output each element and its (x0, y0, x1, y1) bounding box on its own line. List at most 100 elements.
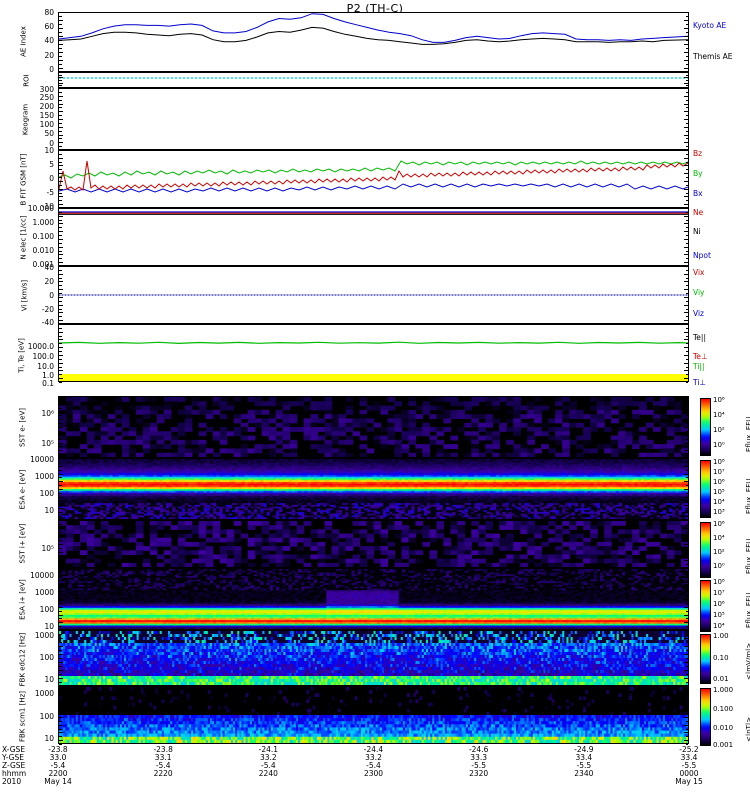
axis-minor-tick (59, 180, 63, 182)
axis-minor-tick (685, 461, 688, 463)
axis-minor-tick (59, 300, 62, 302)
axis-minor-tick (684, 324, 688, 325)
keo-tick-200: 200 (30, 103, 54, 111)
axis-minor-tick (684, 347, 688, 349)
axis-minor-tick (685, 130, 688, 132)
axis-minor-tick (59, 575, 63, 577)
panel-sst-ion (58, 520, 689, 568)
b-fit-axis-label: B FIT GSM [nT] (20, 152, 28, 208)
axis-minor-tick (684, 331, 688, 333)
axis-x-gse-0: -23.8 (28, 745, 88, 754)
axis-minor-tick (59, 223, 63, 225)
axis-minor-tick (685, 64, 688, 65)
axis-minor-tick (59, 266, 63, 267)
axis-hhmm-2: 2240 (238, 769, 298, 778)
axis-minor-tick (684, 320, 688, 322)
axis-minor-tick (59, 465, 63, 467)
axis-minor-tick (59, 200, 62, 202)
axis-z-gse-2: -5.4 (238, 761, 298, 770)
axis-minor-tick (59, 111, 63, 113)
axis-minor-tick (59, 630, 63, 631)
axis-minor-tick (59, 20, 63, 21)
axis-minor-tick (59, 48, 62, 49)
legend-viy: Viy (693, 289, 705, 297)
axis-minor-tick (684, 646, 688, 647)
axis-minor-tick (684, 119, 688, 120)
axis-minor-tick (684, 289, 688, 291)
axis-minor-tick (59, 434, 63, 436)
axis-minor-tick (59, 686, 63, 687)
axis-minor-tick (59, 591, 63, 593)
axis-minor-tick (685, 316, 688, 318)
axis-minor-tick (59, 64, 62, 65)
ae-tick-0: 0 (36, 66, 54, 74)
axis-minor-tick (684, 20, 688, 21)
axis-minor-tick (59, 24, 62, 25)
axis-minor-tick (59, 689, 62, 691)
bfit-tick-5: 5 (34, 161, 54, 169)
axis-minor-tick (685, 219, 688, 221)
axis-minor-tick (59, 91, 62, 93)
axis-minor-tick (59, 540, 62, 541)
axis-minor-tick (684, 701, 688, 703)
axis-minor-tick (685, 85, 688, 87)
axis-minor-tick (59, 654, 63, 655)
axis-minor-tick (684, 583, 688, 585)
axis-minor-tick (684, 724, 688, 726)
axis-minor-tick (684, 512, 688, 514)
axis-minor-tick (684, 552, 688, 553)
axis-minor-tick (685, 524, 688, 525)
temp-tick-0p1: 0.1 (20, 380, 54, 388)
colorbar-esa-ion (700, 580, 711, 632)
axis-minor-tick (59, 477, 62, 479)
axis-minor-tick (684, 622, 688, 624)
axis-minor-tick (684, 536, 688, 537)
vel-tick-20: 20 (32, 278, 54, 286)
axis-minor-tick (685, 32, 688, 33)
axis-minor-tick (684, 411, 688, 413)
cb1-tick-0: 10⁸ (713, 459, 725, 466)
axis-minor-tick (59, 177, 62, 179)
axis-minor-tick (59, 736, 62, 738)
axis-minor-tick (684, 396, 688, 397)
esa-ion-axis-label: ESA i+ [eV] (19, 575, 27, 625)
esai-tick-100: 100 (18, 606, 54, 614)
axis-minor-tick (59, 556, 62, 557)
axis-minor-tick (59, 403, 63, 405)
cb3-label: Eflux, EFU (745, 593, 750, 628)
den-tick-10: 10.000 (20, 205, 54, 213)
axis-minor-tick (59, 347, 63, 349)
axis-minor-tick (684, 215, 688, 217)
axis-minor-tick (685, 532, 688, 533)
axis-minor-tick (59, 720, 62, 722)
axis-minor-tick (59, 320, 63, 322)
axis-minor-tick (59, 520, 63, 521)
axis-minor-tick (59, 184, 62, 186)
axis-minor-tick (59, 485, 62, 487)
axis-minor-tick (685, 658, 688, 659)
temperature-traces (59, 341, 688, 381)
axis-minor-tick (684, 434, 688, 436)
axis-minor-tick (685, 169, 688, 171)
axis-minor-tick (685, 744, 688, 745)
bfit-tick-0: 0 (34, 175, 54, 183)
axis-minor-tick (59, 458, 63, 459)
legend-viz: Viz (693, 310, 704, 318)
axis-minor-tick (59, 296, 63, 298)
axis-minor-tick (59, 60, 63, 61)
axis-z-gse-4: -5.5 (449, 761, 509, 770)
axis-minor-tick (685, 56, 688, 57)
axis-minor-tick (685, 508, 688, 510)
axis-minor-tick (59, 450, 63, 452)
axis-minor-tick (59, 693, 63, 695)
axis-minor-tick (684, 126, 688, 128)
axis-minor-tick (59, 16, 62, 17)
axis-minor-tick (59, 138, 62, 140)
axis-minor-tick (59, 419, 63, 421)
axis-minor-tick (59, 242, 62, 244)
axis-minor-tick (59, 250, 62, 252)
axis-minor-tick (684, 196, 688, 198)
axis-minor-tick (59, 678, 63, 679)
axis-minor-tick (59, 122, 62, 124)
cb1-tick-1: 10⁷ (713, 469, 725, 476)
